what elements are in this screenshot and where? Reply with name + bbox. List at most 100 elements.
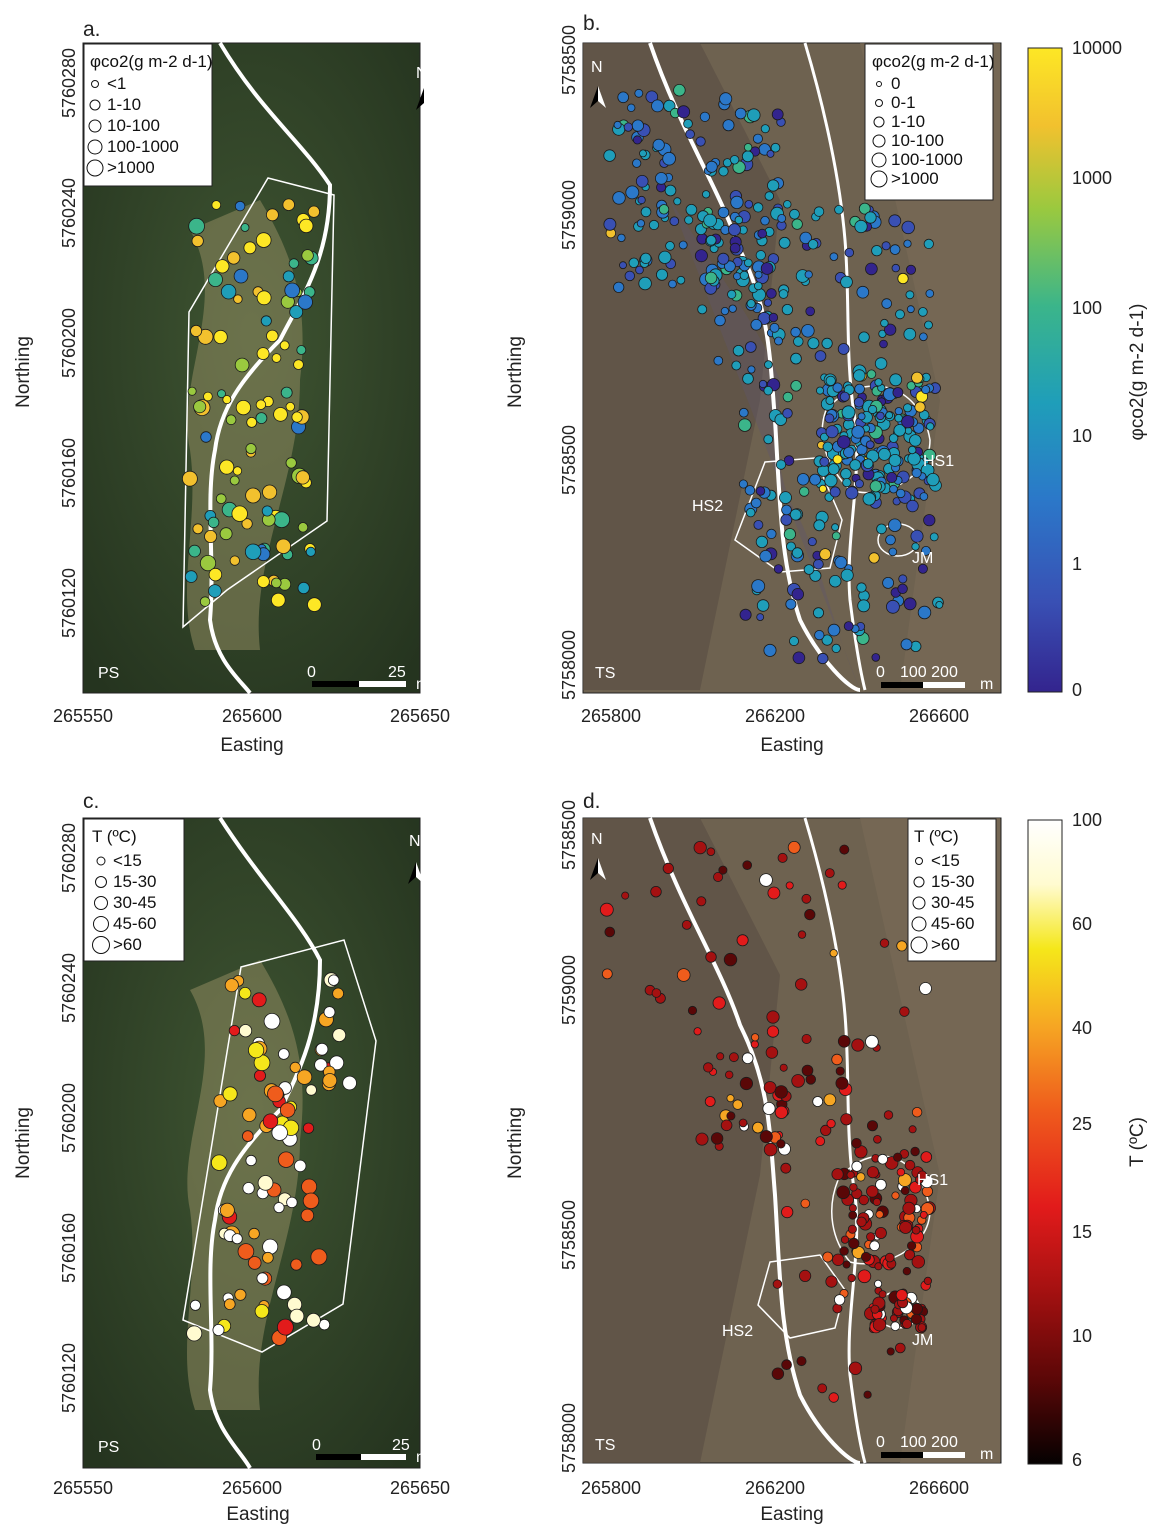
y-axis: 5760280 5760240 5760200 5760160 5760120 … bbox=[13, 823, 79, 1413]
measurement-point bbox=[822, 1251, 834, 1263]
legend-title: T (ºC) bbox=[914, 827, 959, 846]
measurement-point bbox=[781, 504, 792, 516]
measurement-point bbox=[812, 1096, 824, 1107]
measurement-point bbox=[219, 527, 233, 541]
measurement-point bbox=[903, 403, 913, 413]
measurement-point bbox=[914, 401, 926, 413]
measurement-point bbox=[242, 1107, 257, 1123]
measurement-point bbox=[277, 1048, 290, 1060]
measurement-point bbox=[645, 90, 659, 104]
measurement-point bbox=[728, 304, 737, 313]
measurement-point bbox=[297, 581, 310, 595]
measurement-point bbox=[909, 434, 922, 447]
measurement-point bbox=[772, 1279, 783, 1289]
colorbar-tick: 1 bbox=[1072, 554, 1082, 574]
measurement-point bbox=[865, 440, 875, 450]
panel-label: c. bbox=[83, 790, 99, 813]
measurement-point bbox=[835, 1076, 849, 1090]
measurement-point bbox=[613, 120, 622, 129]
measurement-point bbox=[297, 522, 309, 533]
measurement-point bbox=[845, 486, 859, 500]
measurement-point bbox=[921, 385, 931, 395]
measurement-point bbox=[871, 245, 883, 257]
measurement-point bbox=[849, 1183, 858, 1192]
measurement-point bbox=[245, 1154, 257, 1167]
measurement-point bbox=[290, 1258, 303, 1271]
measurement-point bbox=[753, 520, 764, 530]
measurement-point bbox=[203, 391, 213, 402]
measurement-point bbox=[817, 1383, 828, 1394]
measurement-point bbox=[766, 149, 775, 158]
measurement-point bbox=[894, 1342, 906, 1354]
measurement-point bbox=[228, 1025, 240, 1037]
legend-entry: 0-1 bbox=[891, 93, 916, 112]
measurement-point bbox=[224, 1298, 236, 1310]
measurement-point bbox=[307, 597, 322, 612]
legend-symbol bbox=[876, 81, 882, 87]
legend-symbol bbox=[911, 916, 927, 932]
measurement-point bbox=[767, 179, 780, 192]
measurement-point bbox=[612, 191, 626, 205]
measurement-point bbox=[837, 1035, 851, 1048]
measurement-point bbox=[827, 463, 840, 476]
measurement-point bbox=[217, 389, 226, 399]
measurement-point bbox=[764, 191, 775, 201]
measurement-point bbox=[599, 902, 614, 917]
measurement-point bbox=[837, 880, 847, 890]
measurement-point bbox=[265, 208, 279, 222]
measurement-point bbox=[276, 1284, 292, 1301]
measurement-point bbox=[814, 350, 827, 362]
measurement-point bbox=[886, 1347, 895, 1356]
data-points bbox=[186, 972, 357, 1346]
colorbar-tick: 60 bbox=[1072, 914, 1092, 934]
measurement-point bbox=[280, 386, 293, 399]
measurement-point bbox=[781, 1359, 792, 1370]
measurement-point bbox=[881, 241, 891, 251]
measurement-point bbox=[631, 119, 645, 132]
measurement-point bbox=[752, 1121, 764, 1134]
measurement-point bbox=[871, 653, 881, 662]
measurement-point bbox=[924, 320, 933, 330]
measurement-point bbox=[825, 396, 835, 405]
measurement-point bbox=[918, 307, 928, 317]
measurement-point bbox=[741, 1052, 754, 1064]
measurement-point bbox=[262, 1238, 279, 1255]
measurement-point bbox=[866, 1166, 880, 1179]
measurement-point bbox=[851, 1160, 863, 1172]
measurement-point bbox=[635, 175, 649, 188]
measurement-point bbox=[829, 252, 839, 262]
measurement-point bbox=[302, 1192, 320, 1210]
measurement-point bbox=[900, 638, 913, 651]
measurement-point bbox=[899, 1220, 913, 1234]
measurement-point bbox=[758, 379, 768, 389]
measurement-point bbox=[797, 930, 807, 939]
measurement-point bbox=[825, 1275, 838, 1288]
measurement-point bbox=[266, 329, 279, 343]
measurement-point bbox=[789, 636, 800, 647]
measurement-point bbox=[789, 508, 802, 521]
scale-unit: m bbox=[416, 1449, 429, 1466]
x-tick: 265550 bbox=[53, 1478, 113, 1498]
measurement-point bbox=[851, 1137, 862, 1149]
area-label-hs1: HS1 bbox=[917, 1172, 948, 1189]
measurement-point bbox=[906, 499, 919, 513]
measurement-point bbox=[843, 446, 855, 459]
measurement-point bbox=[640, 252, 652, 264]
legend-entry: 45-60 bbox=[113, 914, 156, 933]
colorbar-tick: 100 bbox=[1072, 810, 1102, 830]
measurement-point bbox=[651, 99, 664, 113]
measurement-point bbox=[862, 492, 876, 506]
measurement-point bbox=[662, 862, 674, 875]
measurement-point bbox=[242, 1182, 255, 1195]
measurement-point bbox=[840, 1113, 853, 1126]
measurement-point bbox=[295, 470, 310, 485]
measurement-point bbox=[899, 1006, 910, 1017]
measurement-point bbox=[883, 1110, 894, 1120]
legend-symbol bbox=[95, 876, 107, 888]
measurement-point bbox=[874, 1279, 883, 1288]
site-label: PS bbox=[98, 665, 119, 682]
measurement-point bbox=[302, 1122, 315, 1134]
measurement-point bbox=[199, 596, 211, 607]
measurement-point bbox=[837, 343, 850, 355]
colorbar-label: φco2(g m-2 d-1) bbox=[1127, 304, 1148, 441]
